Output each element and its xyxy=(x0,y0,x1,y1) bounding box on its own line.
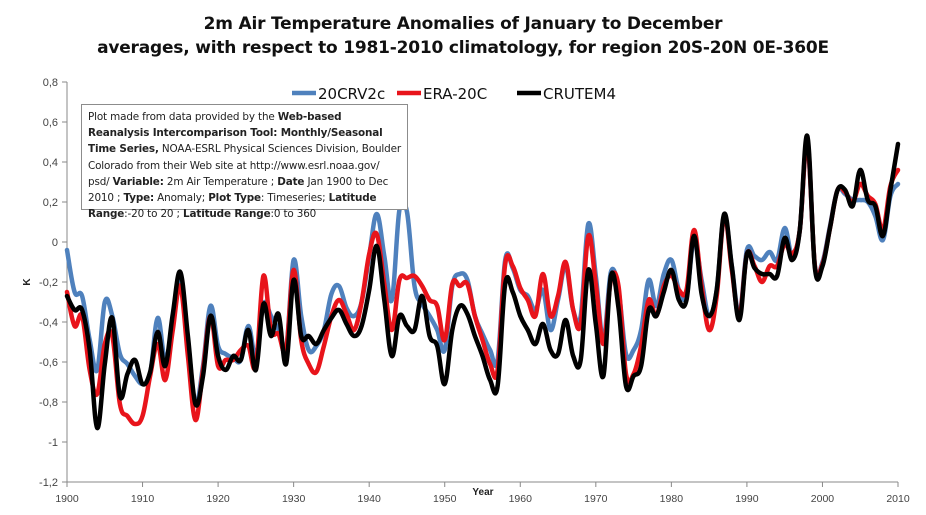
legend-item: ERA-20C xyxy=(397,85,487,103)
y-tick-label: 0,2 xyxy=(43,197,58,209)
y-tick-label: 0,6 xyxy=(43,117,58,129)
y-axis-title: K xyxy=(22,278,33,286)
y-tick-label: 0,4 xyxy=(43,157,58,169)
annotation-text: Jan 1900 to Dec 2010 ; xyxy=(88,175,389,205)
legend: 20CRV2c ERA-20C CRUTEM4 xyxy=(292,85,616,103)
series-line xyxy=(64,133,901,431)
annotation-bold-text: Plot Type xyxy=(208,192,261,205)
axes: -1,2 -1 -0,8 -0,6 -0,4 -0,2 0 0,2 0,4 0,6 0,8 1900… xyxy=(39,77,910,505)
x-tick-label: 1940 xyxy=(358,493,382,505)
y-tick-label: 0,8 xyxy=(43,77,58,89)
x-tick-label: 2000 xyxy=(811,493,835,505)
annotation-bold-text: Date xyxy=(277,175,305,188)
chart-title: 2m Air Temperature Anomalies of January … xyxy=(0,12,926,60)
legend-item: 20CRV2c xyxy=(292,85,385,103)
chart-title-line-2: averages, with respect to 1981-2010 clim… xyxy=(97,38,829,58)
series-layer xyxy=(64,133,901,431)
x-tick-label: 1980 xyxy=(660,493,684,505)
x-tick-label: 1990 xyxy=(735,493,759,505)
legend-item: CRUTEM4 xyxy=(517,85,616,103)
annotation-text: Plot made from data provided by the xyxy=(88,111,278,123)
data-source-annotation: Plot made from data provided by the Web-… xyxy=(81,104,408,220)
annotation-bold-text: Web-based Reanalysis Intercomparison Too… xyxy=(88,111,383,156)
x-tick-label: 1910 xyxy=(131,493,155,505)
y-tick-label: -0,2 xyxy=(39,277,58,289)
x-ticks: 1900 1910 1920 1930 1940 1950 1960 1970 1980 1990… xyxy=(55,482,910,505)
annotation-bold-text: Variable: xyxy=(112,175,164,188)
chart-title-line-1: 2m Air Temperature Anomalies of January … xyxy=(203,14,723,34)
y-tick-label: -0,4 xyxy=(39,317,58,329)
x-tick-label: 1930 xyxy=(282,493,306,505)
x-tick-label: 1950 xyxy=(433,493,457,505)
y-tick-label: -1 xyxy=(48,437,58,449)
y-ticks: -1,2 -1 -0,8 -0,6 -0,4 -0,2 0 0,2 0,4 0,6 0,8 xyxy=(39,77,67,489)
x-tick-label: 1920 xyxy=(206,493,230,505)
x-axis-title: Year xyxy=(472,487,493,498)
y-tick-label: -1,2 xyxy=(39,477,58,489)
annotation-text: : Timeseries; xyxy=(260,192,329,205)
annotation-text: Anomaly; xyxy=(154,192,209,205)
annotation-text: NOAA-ESRL Physical Sciences Division, Bo… xyxy=(88,143,401,188)
y-tick-label: -0,8 xyxy=(39,397,58,409)
annotation-bold-text: Latitude Range xyxy=(88,192,377,221)
y-tick-label: 0 xyxy=(52,237,58,249)
legend-label: ERA-20C xyxy=(423,85,487,103)
x-tick-label: 1970 xyxy=(584,493,608,505)
x-tick-label: 1960 xyxy=(509,493,533,505)
annotation-text: 2m Air Temperature ; xyxy=(163,175,278,188)
annotation-text: :-20 to 20 ; xyxy=(124,208,184,221)
annotation-text: :0 to 360 xyxy=(270,208,317,221)
y-tick-label: -0,6 xyxy=(39,357,58,369)
annotation-bold-text: Latitude Range xyxy=(183,208,271,221)
annotation-bold-text: Type: xyxy=(123,192,155,205)
x-tick-label: 2010 xyxy=(886,493,910,505)
legend-label: 20CRV2c xyxy=(318,85,385,103)
legend-label: CRUTEM4 xyxy=(543,85,616,103)
series-crutem4 xyxy=(64,133,901,431)
x-tick-label: 1900 xyxy=(55,493,79,505)
